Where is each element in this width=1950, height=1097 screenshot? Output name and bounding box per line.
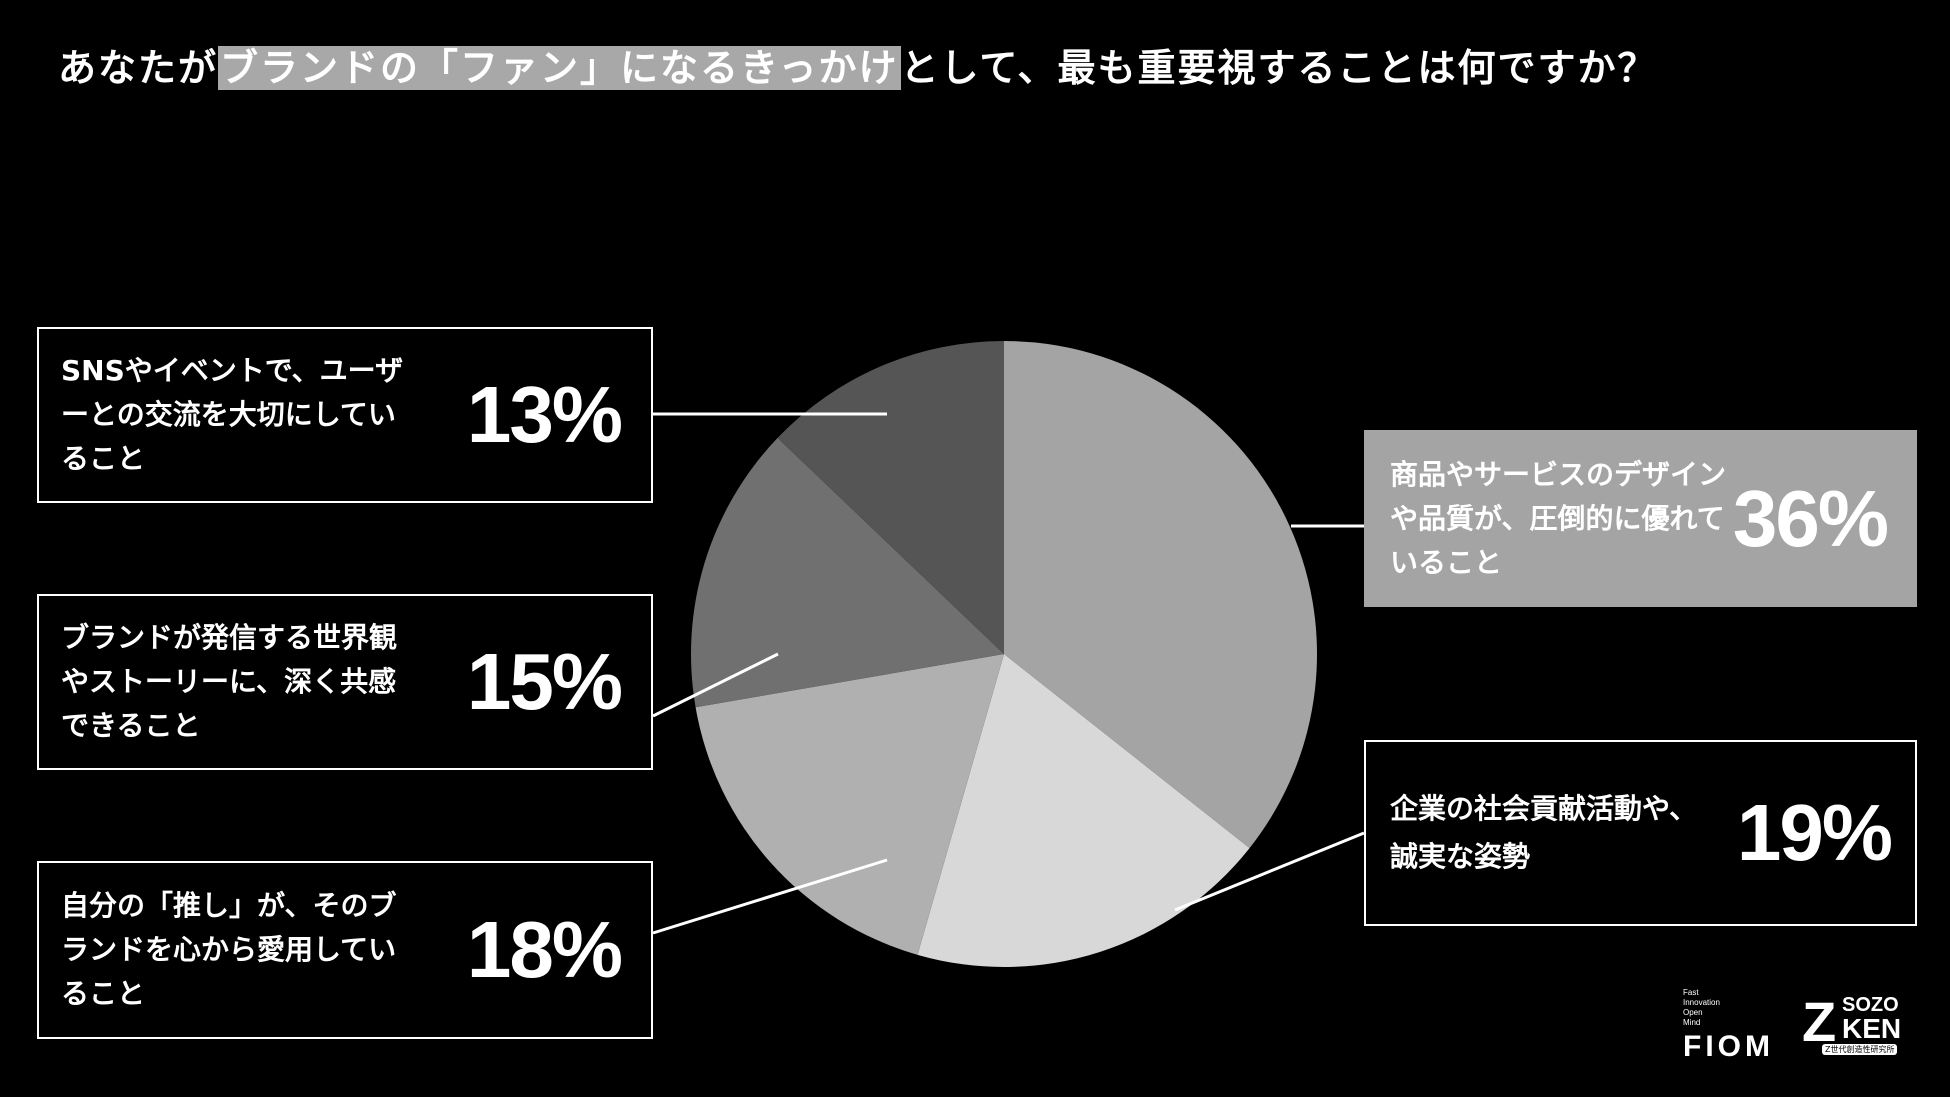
callout-csr-pct: 19% [1736, 788, 1893, 877]
slice-design [1004, 341, 1317, 849]
fiom-logo: Fast Innovation Open Mind FIOM [1683, 988, 1774, 1064]
callout-design-pct: 36% [1732, 473, 1889, 563]
leader-line-world [652, 652, 779, 718]
callout-oshi-pct: 18% [466, 905, 623, 994]
slice-oshi [695, 654, 1004, 955]
slice-sns [777, 341, 1004, 654]
leader-line-oshi [652, 858, 888, 935]
fiom-small-1: Innovation [1683, 998, 1720, 1007]
title-post: として、最も重要視することは何ですか？ [900, 46, 1658, 90]
callout-design: 商品やサービスのデザインや品質が、圧倒的に優れていること 36% [1364, 430, 1917, 607]
callout-sns-text: SNSやイベントで、ユーザーとの交流を大切にしていること [61, 354, 404, 475]
slice-world [691, 437, 1004, 708]
callout-world-text: ブランドが発信する世界観やストーリーに、深く共感できること [61, 621, 398, 742]
fiom-small-3: Mind [1683, 1018, 1701, 1027]
sozo-text: SOZO [1842, 994, 1899, 1016]
callout-design-text: 商品やサービスのデザインや品質が、圧倒的に優れていること [1390, 457, 1727, 579]
z-sub-text: Z世代創造性研究所 [1822, 1044, 1898, 1055]
callout-oshi-text: 自分の「推し」が、そのブランドを心から愛用していること [61, 889, 397, 1010]
sozo-ken-logo: Z SOZO KEN Z世代創造性研究所 [1802, 994, 1902, 1056]
ken-text: KEN [1842, 1013, 1902, 1044]
callout-world-pct: 15% [466, 637, 623, 726]
callout-csr-text: 企業の社会貢献活動や、誠実な姿勢 [1390, 792, 1698, 873]
fiom-small-0: Fast [1683, 988, 1699, 997]
title-highlight: ブランドの「ファン」になるきっかけ [218, 46, 901, 90]
callout-sns: SNSやイベントで、ユーザーとの交流を大切にしていること 13% [37, 327, 653, 503]
fiom-small-2: Open [1683, 1008, 1703, 1017]
leader-line-csr [1174, 831, 1365, 912]
fiom-wordmark: FIOM [1683, 1030, 1774, 1063]
slice-csr [917, 654, 1250, 967]
z-mark: Z [1802, 990, 1837, 1053]
callout-world: ブランドが発信する世界観やストーリーに、深く共感できること 15% [37, 594, 653, 770]
page-title: あなたがブランドの「ファン」になるきっかけとして、最も重要視することは何ですか？ [58, 38, 1657, 98]
callout-oshi: 自分の「推し」が、そのブランドを心から愛用していること 18% [37, 861, 653, 1039]
callout-csr: 企業の社会貢献活動や、誠実な姿勢 19% [1364, 740, 1917, 926]
callout-sns-pct: 13% [466, 370, 623, 459]
title-pre: あなたが [58, 46, 219, 90]
